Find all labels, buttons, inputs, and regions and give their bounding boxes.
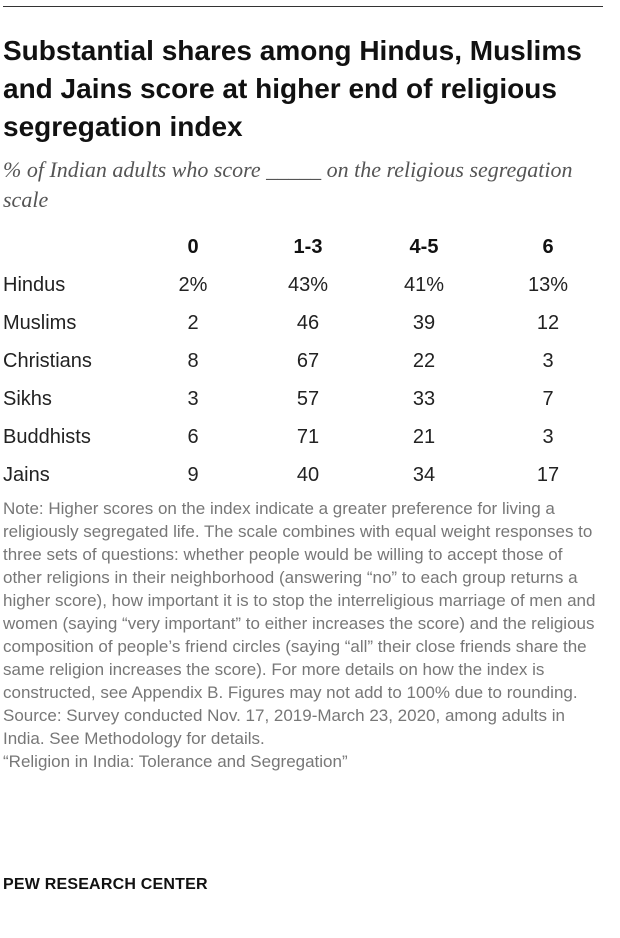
table-cell: 3: [187, 388, 199, 410]
notes-block: Note: Higher scores on the index indicat…: [3, 497, 603, 773]
table-cell: 2%: [178, 274, 208, 296]
column-header: 4-5: [409, 236, 439, 258]
table-cell: 21: [412, 426, 436, 448]
report-title: “Religion in India: Tolerance and Segreg…: [3, 752, 348, 771]
table-cell: 3: [542, 350, 554, 372]
table-cell: 67: [296, 350, 320, 372]
table-cell: 13%: [527, 274, 569, 296]
table-cell: 8: [187, 350, 199, 372]
top-rule: [3, 6, 603, 7]
table-row: Muslims 2 46 39 12: [3, 304, 603, 342]
chart-title: Substantial shares among Hindus, Muslims…: [3, 35, 582, 142]
table-cell: 3: [542, 426, 554, 448]
table-cell: 46: [296, 312, 320, 334]
table-cell: 2: [187, 312, 199, 334]
table-row: Jains 9 40 34 17: [3, 456, 603, 494]
table-cell: 9: [187, 464, 199, 486]
chart-subtitle: % of Indian adults who score _____ on th…: [3, 157, 573, 212]
segregation-table: 0 1-3 4-5 6 Hindus 2% 43% 41% 13% Muslim…: [3, 228, 603, 494]
table-cell: 43%: [287, 274, 329, 296]
table-cell: 6: [187, 426, 199, 448]
row-label: Buddhists: [3, 426, 91, 448]
table-row: Hindus 2% 43% 41% 13%: [3, 266, 603, 304]
row-label: Muslims: [3, 312, 77, 334]
table-cell: 7: [542, 388, 554, 410]
table-cell: 40: [296, 464, 320, 486]
table-row: Christians 8 67 22 3: [3, 342, 603, 380]
column-header: 1-3: [293, 236, 323, 258]
table-cell: 17: [536, 464, 560, 486]
row-label: Hindus: [3, 274, 66, 296]
note-text: Note: Higher scores on the index indicat…: [3, 499, 596, 702]
table-cell: 71: [296, 426, 320, 448]
table-cell: 57: [296, 388, 320, 410]
table-cell: 34: [412, 464, 436, 486]
table-cell: 12: [536, 312, 560, 334]
column-header: 0: [187, 236, 199, 258]
source-text: Source: Survey conducted Nov. 17, 2019-M…: [3, 706, 565, 748]
row-label: Jains: [3, 464, 50, 486]
row-label: Sikhs: [3, 388, 52, 410]
table-row: Sikhs 3 57 33 7: [3, 380, 603, 418]
brand-logo-text: PEW RESEARCH CENTER: [3, 876, 208, 893]
row-label: Christians: [3, 350, 92, 372]
column-header: 6: [542, 236, 554, 258]
table-cell: 39: [412, 312, 436, 334]
table-row: Buddhists 6 71 21 3: [3, 418, 603, 456]
table-cell: 41%: [403, 274, 445, 296]
table-cell: 33: [412, 388, 436, 410]
table-header-row: 0 1-3 4-5 6: [3, 228, 603, 266]
table-cell: 22: [412, 350, 436, 372]
